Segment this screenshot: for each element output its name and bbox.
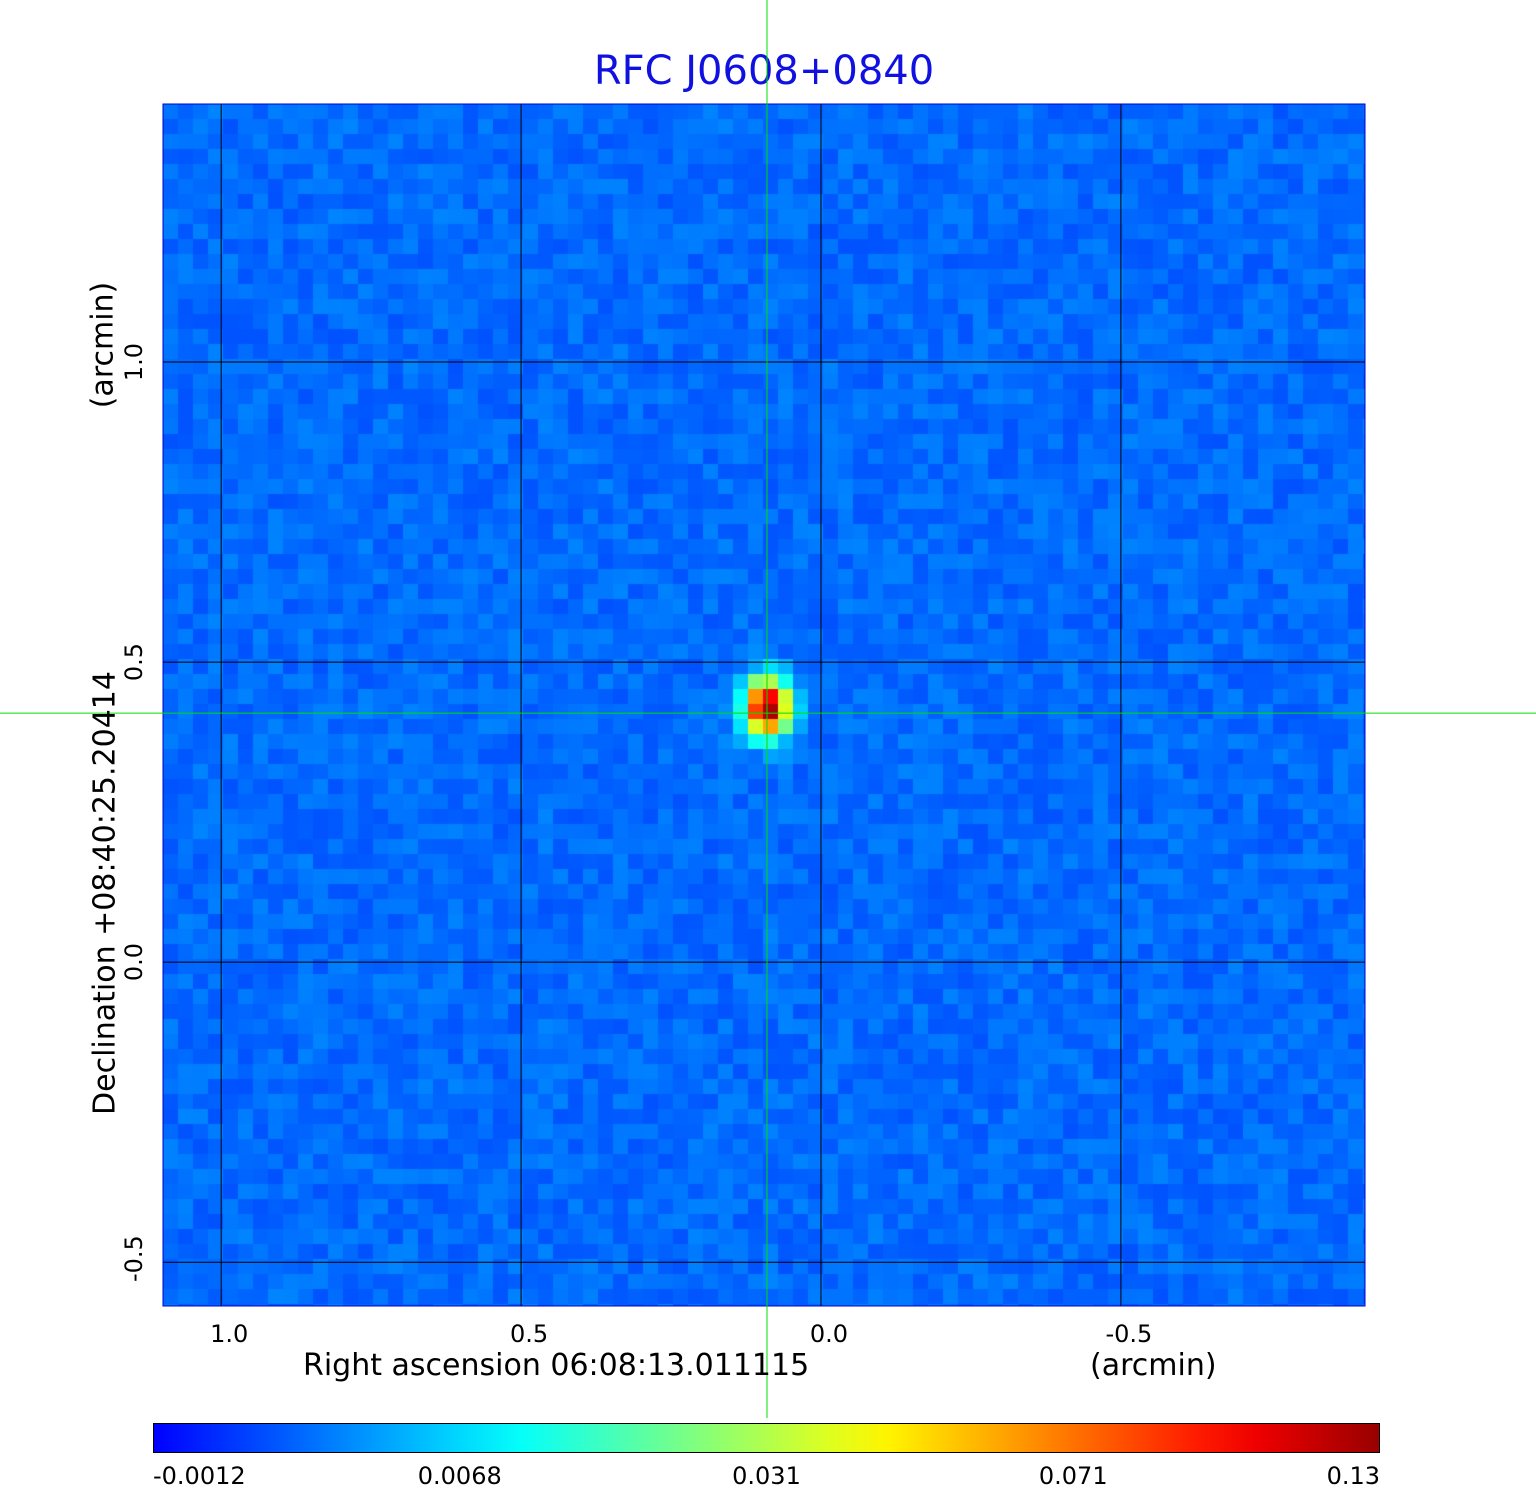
colorbar-tick-label: 0.031 [732,1462,801,1490]
colorbar-tick-label: 0.13 [1326,1462,1380,1490]
y-axis-label: Declination +08:40:25.20414 [87,671,123,1115]
x-axis-label: Right ascension 06:08:13.011115 [303,1348,810,1383]
x-tick-label: 0.0 [809,1320,849,1348]
x-tick-label: -0.5 [1105,1320,1153,1348]
y-tick-label: 0.0 [120,943,148,982]
colorbar-tick-label: -0.0012 [153,1462,246,1490]
colorbar [153,1423,1380,1453]
x-tick-label: 0.5 [509,1320,549,1348]
chart-title: RFC J0608+0840 [593,48,935,94]
plot-frame [162,103,1366,1307]
y-tick-label: 0.5 [120,643,148,682]
y-tick-label: 1.0 [120,342,148,382]
y-tick-label: -0.5 [120,1235,148,1283]
x-axis-unit: (arcmin) [1090,1348,1217,1383]
x-tick-label: 1.0 [210,1320,249,1348]
y-axis-unit: (arcmin) [85,281,121,409]
heatmap-image [163,104,1365,1306]
colorbar-tick-label: 0.0068 [417,1462,502,1490]
colorbar-tick-label: 0.071 [1038,1462,1108,1490]
